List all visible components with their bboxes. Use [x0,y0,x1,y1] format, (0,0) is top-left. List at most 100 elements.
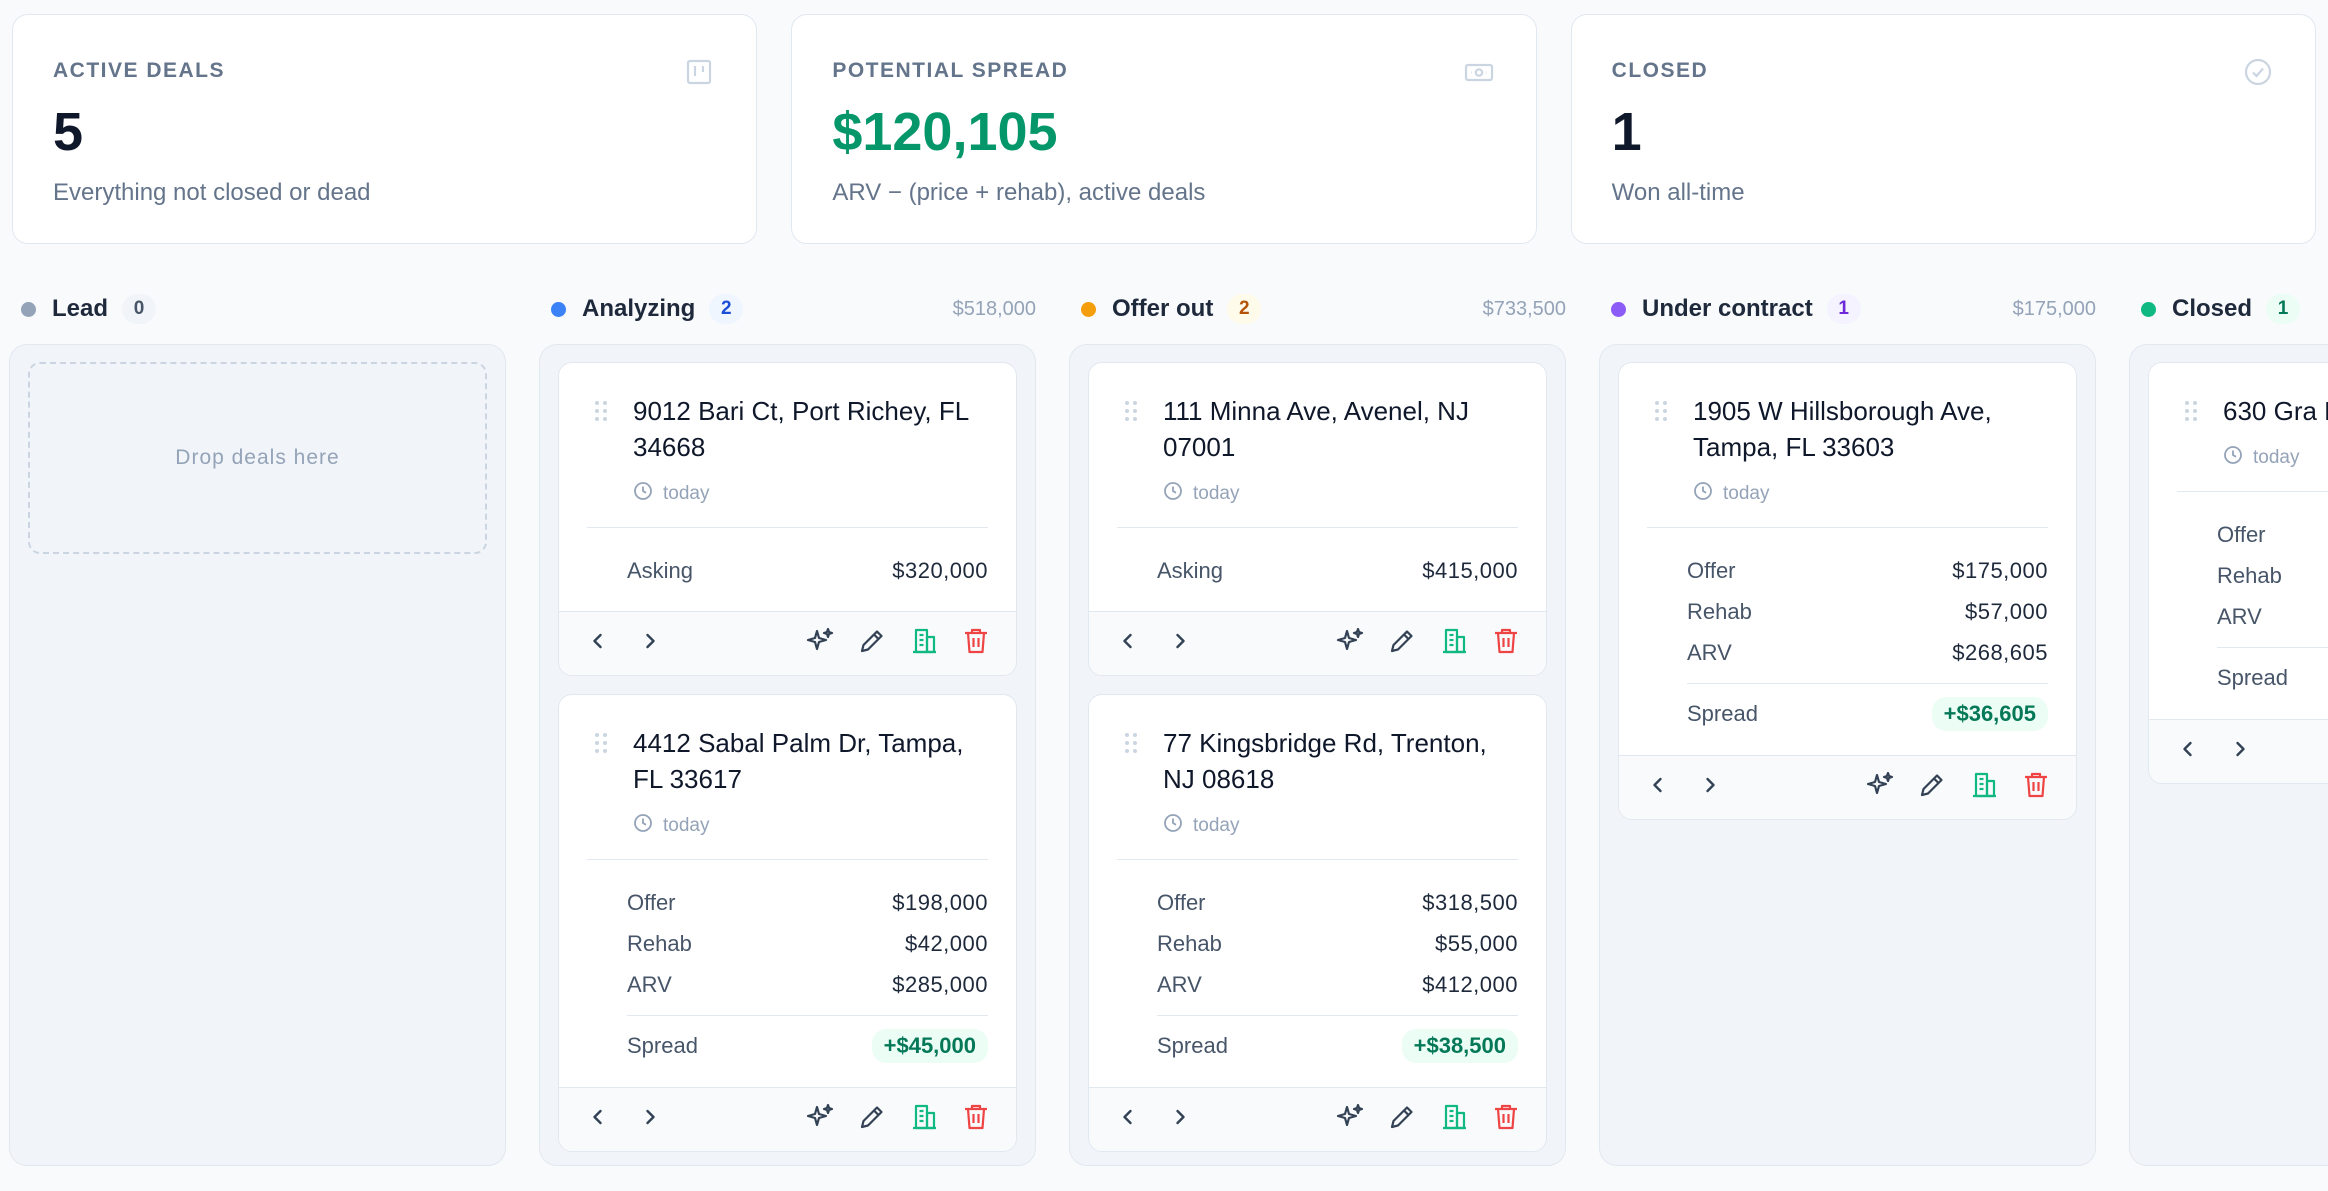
deal-address: 9012 Bari Ct, Port Richey, FL 34668 [633,396,969,462]
deal-age-text: today [663,483,710,504]
clock-icon [633,813,663,839]
stat-value: $120,105 [832,102,1058,162]
deal-metric-row: Asking $415,000 [1157,550,1518,591]
stat-card-active-deals: ACTIVE DEALS 5 Everything not closed or … [12,14,758,244]
spread-label: Spread [627,1032,698,1058]
deal-metric-row: Asking $320,000 [627,550,988,591]
deal-card[interactable]: 111 Minna Ave, Avenel, NJ 07001 today As… [1088,362,1547,676]
pencil-icon [1387,626,1417,661]
deal-metric-row: ARV $285,000 [627,964,988,1005]
move-right-button[interactable] [635,1105,665,1135]
column-total: $175,000 [2012,297,2096,320]
deal-metric-row: Offer $318,500 [1157,882,1518,923]
drag-handle-icon[interactable] [1654,400,1668,422]
move-left-button[interactable] [1113,629,1143,659]
move-right-button[interactable] [635,629,665,659]
stat-card-potential-spread: POTENTIAL SPREAD $120,105 ARV − (price +… [791,14,1537,244]
delete-button[interactable] [1490,1104,1522,1136]
pencil-icon [857,1102,887,1137]
chevron-right-icon [640,1107,660,1132]
stat-subtitle: Won all-time [1611,179,1745,206]
divider [587,859,988,860]
metric-value: $55,000 [1434,930,1518,956]
deal-age: today [1693,481,2048,507]
deal-card[interactable]: 9012 Bari Ct, Port Richey, FL 34668 toda… [558,362,1017,676]
spread-row: Spread +$38,500 [1157,1015,1518,1067]
metric-value: $57,000 [1964,598,2048,624]
move-right-button[interactable] [2225,737,2255,767]
analyze-button[interactable] [804,1103,836,1136]
card-actions [559,1087,1016,1151]
column-dropzone[interactable]: Drop deals here [9,344,506,1166]
count-badge: 0 [122,294,157,324]
move-right-button[interactable] [1165,629,1195,659]
move-left-button[interactable] [1113,1105,1143,1135]
spread-label: Spread [2217,664,2288,690]
drag-handle-icon[interactable] [594,732,608,754]
deal-metrics: Offer $198,000 Rehab $42,000 ARV $285,00… [559,860,1016,1087]
deal-metric-row: ARV $412,000 [1157,964,1518,1005]
delete-button[interactable] [960,1104,992,1136]
deal-address: 630 Gra PA 15132 [2223,396,2328,426]
deal-card[interactable]: 630 Gra PA 15132 today Offer Rehab ARV S… [2148,362,2328,784]
metric-label: Offer [627,889,676,915]
building-icon [1439,1102,1469,1137]
edit-button[interactable] [1386,1104,1418,1136]
divider [1117,527,1518,528]
property-button[interactable] [1968,772,2000,804]
column-dropzone[interactable]: 9012 Bari Ct, Port Richey, FL 34668 toda… [539,344,1036,1166]
count-badge: 2 [709,294,744,324]
move-left-button[interactable] [1643,773,1673,803]
drag-handle-icon[interactable] [594,400,608,422]
column-header: Offer out 2 $733,500 [1069,280,1566,338]
card-actions [1089,611,1546,675]
drop-placeholder[interactable]: Drop deals here [28,362,487,554]
stat-card-closed: CLOSED 1 Won all-time [1570,14,2316,244]
spread-badge: +$38,500 [1401,1028,1518,1063]
analyze-button[interactable] [1334,627,1366,660]
property-button[interactable] [1438,628,1470,660]
deal-card[interactable]: 4412 Sabal Palm Dr, Tampa, FL 33617 toda… [558,694,1017,1152]
metric-value: $42,000 [904,930,988,956]
drag-handle-icon[interactable] [1124,400,1138,422]
property-button[interactable] [908,1104,940,1136]
move-left-button[interactable] [583,629,613,659]
move-left-button[interactable] [583,1105,613,1135]
delete-button[interactable] [1490,628,1522,660]
divider [2177,491,2328,492]
edit-button[interactable] [856,1104,888,1136]
deal-card[interactable]: 1905 W Hillsborough Ave, Tampa, FL 33603… [1618,362,2077,820]
column-title: Analyzing [582,295,696,322]
deal-card[interactable]: 77 Kingsbridge Rd, Trenton, NJ 08618 tod… [1088,694,1547,1152]
property-button[interactable] [1438,1104,1470,1136]
analyze-button[interactable] [1334,1103,1366,1136]
column-dropzone[interactable]: 111 Minna Ave, Avenel, NJ 07001 today As… [1069,344,1566,1166]
edit-button[interactable] [1916,772,1948,804]
delete-button[interactable] [2020,772,2052,804]
drag-handle-icon[interactable] [2184,400,2198,422]
move-right-button[interactable] [1695,773,1725,803]
trash-icon [961,626,991,661]
edit-button[interactable] [856,628,888,660]
divider [1117,859,1518,860]
metric-value: $320,000 [892,557,988,583]
move-left-button[interactable] [2173,737,2203,767]
column-dropzone[interactable]: 1905 W Hillsborough Ave, Tampa, FL 33603… [1599,344,2096,1166]
column-header: Closed 1 [2129,280,2328,338]
property-button[interactable] [908,628,940,660]
analyze-button[interactable] [1864,771,1896,804]
metric-value: $285,000 [892,971,988,997]
deal-address: 1905 W Hillsborough Ave, Tampa, FL 33603 [1693,396,1992,462]
metric-label: Rehab [627,930,692,956]
edit-button[interactable] [1386,628,1418,660]
column-dropzone[interactable]: 630 Gra PA 15132 today Offer Rehab ARV S… [2129,344,2328,1166]
stat-value: 5 [53,102,84,162]
chevron-right-icon [640,631,660,656]
delete-button[interactable] [960,628,992,660]
analyze-button[interactable] [804,627,836,660]
deal-metric-row: ARV [2217,596,2328,637]
move-right-button[interactable] [1165,1105,1195,1135]
spread-row: Spread +$45,000 [627,1015,988,1067]
drag-handle-icon[interactable] [1124,732,1138,754]
metric-label: ARV [2217,603,2262,629]
